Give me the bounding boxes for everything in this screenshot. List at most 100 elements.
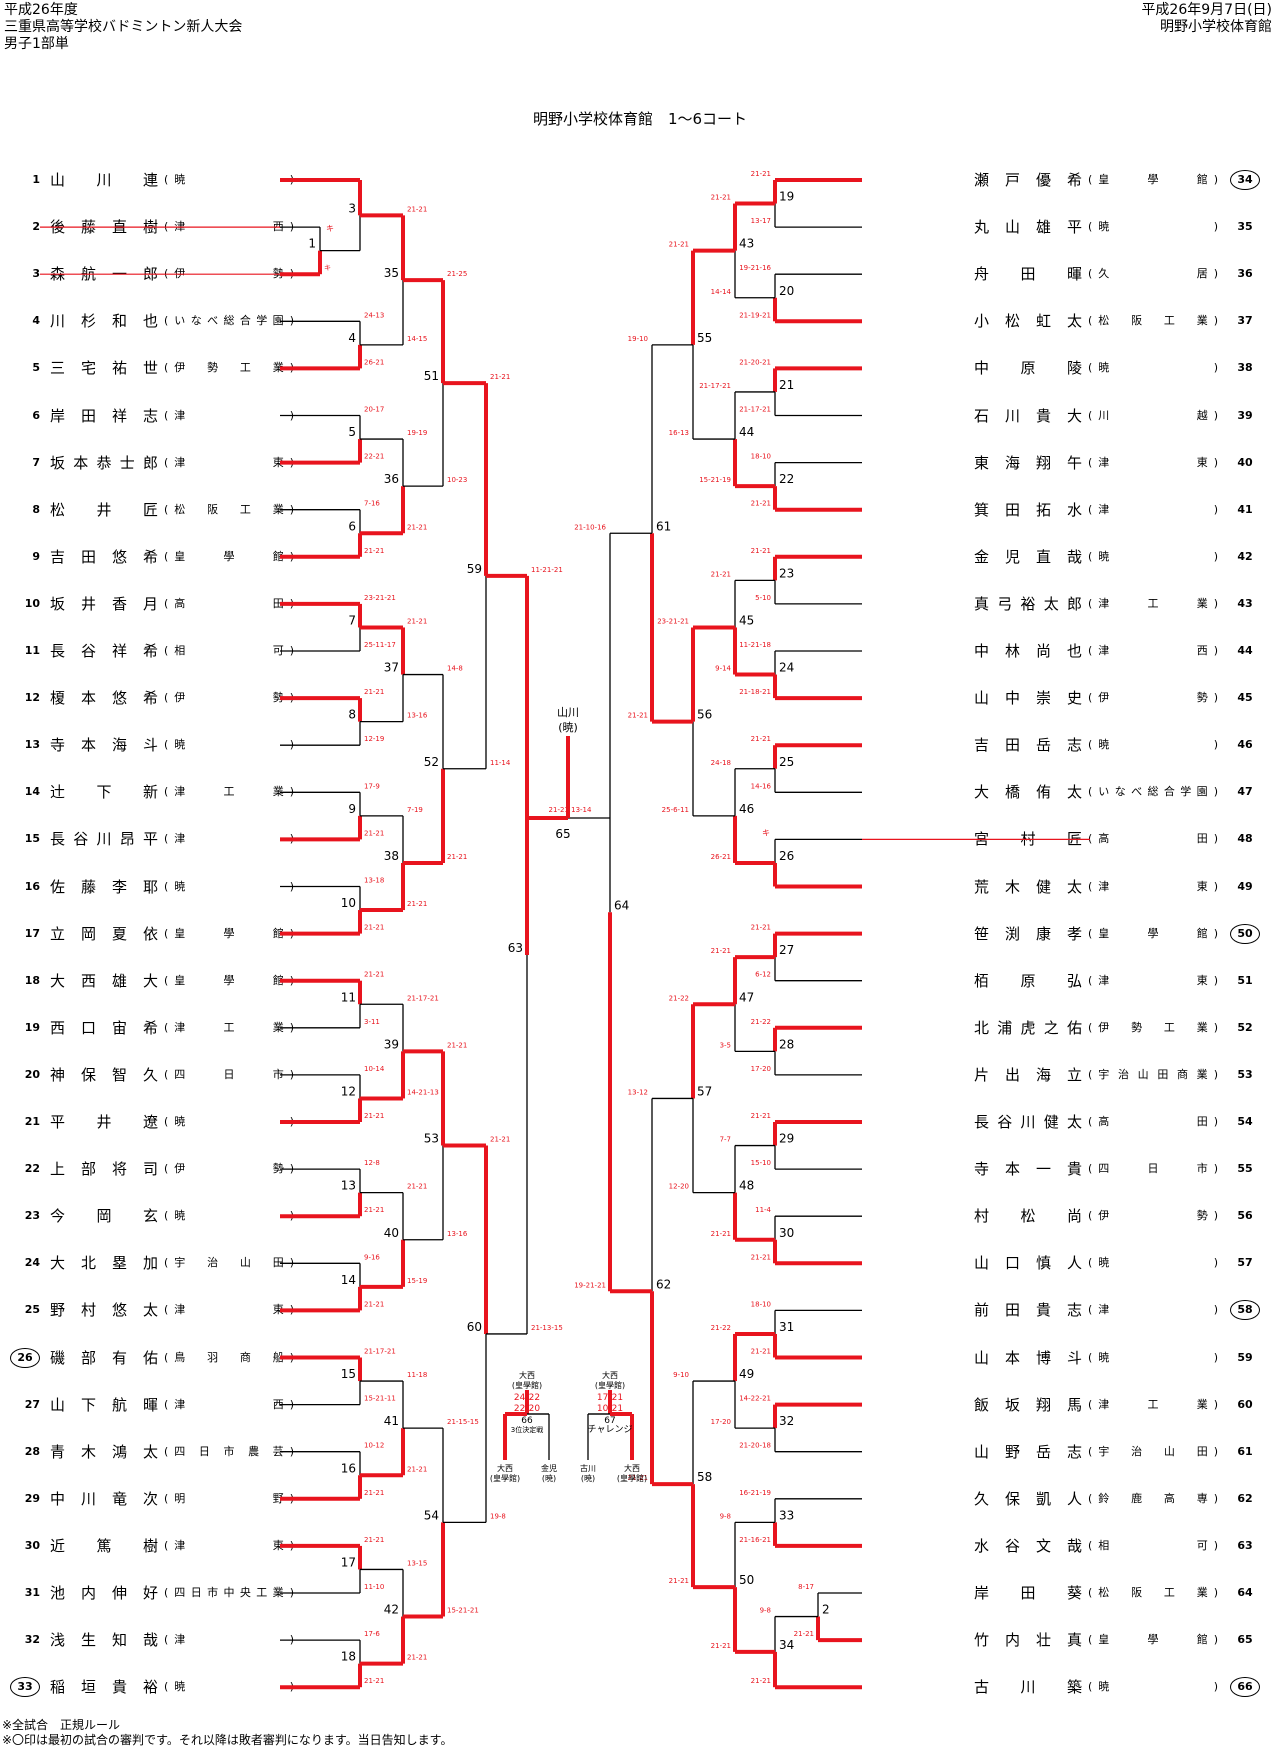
player-number: 11 [24, 644, 40, 657]
match-label: 3 [348, 201, 356, 215]
score-label: キ [326, 224, 334, 233]
player-entry: 35 丸山雄平 (暁) [974, 216, 1274, 238]
score-label: 21-21 [628, 1474, 648, 1482]
match-label: 38 [384, 849, 399, 863]
player-number: 60 [1237, 1397, 1253, 1411]
score-label: 11-21-18 [739, 641, 771, 649]
player-name: 磯部有佑 [50, 1348, 158, 1367]
match-label: 20 [779, 284, 794, 298]
score-label: 5-10 [755, 594, 771, 602]
score-label: 7-7 [720, 1136, 731, 1144]
player-number: 27 [24, 1397, 40, 1411]
player-number: 58 [1230, 1299, 1260, 1321]
player-school: (久居) [1088, 267, 1218, 281]
mini-player-school: (暁) [542, 1474, 556, 1483]
score-label: 19-21-21 [574, 1281, 606, 1289]
score-label: 19-8 [490, 1512, 506, 1520]
player-number: 15 [24, 832, 40, 846]
match-label: 50 [739, 1573, 754, 1587]
match-label: 42 [384, 1603, 399, 1617]
score-label: 21-21 [407, 523, 427, 531]
score-label: 21-21 [364, 1536, 384, 1544]
score-label: 21-22 [669, 994, 689, 1002]
score-label: 21-21 [364, 971, 384, 979]
match-label: 9 [348, 802, 356, 816]
player-school: (津) [1088, 1303, 1218, 1317]
player-name: 近篤樹 [50, 1536, 158, 1555]
player-name: 青木鴻太 [50, 1442, 158, 1461]
player-school: (高田) [1088, 832, 1218, 846]
match-label: 4 [348, 331, 356, 345]
match-label: 31 [779, 1320, 794, 1334]
mini-player-school: (皇學館) [617, 1473, 647, 1483]
score-label: 22-21 [364, 453, 384, 461]
mini-player-school: (暁) [581, 1474, 595, 1483]
player-school: (いなべ総合学園) [1088, 785, 1218, 799]
score-label: 21-17-21 [699, 382, 731, 390]
player-school: (津) [1088, 502, 1218, 516]
player-name: 長谷祥希 [50, 642, 158, 660]
match-label: 58 [697, 1470, 712, 1484]
score-label: 21-21 [407, 617, 427, 625]
match-label: 52 [424, 755, 439, 769]
player-name: 大北塁加 [50, 1254, 158, 1273]
player-entry: 41 箕田拓水 (津) [974, 499, 1274, 521]
player-number: 54 [1237, 1115, 1253, 1128]
player-name: 久保凱人 [974, 1489, 1082, 1508]
match-label: 53 [424, 1132, 439, 1146]
score-label: 8-17 [798, 1583, 814, 1591]
player-number: 37 [1237, 314, 1253, 328]
score-label: 18-10 [751, 1300, 771, 1308]
player-entry: 46 吉田岳志 (暁) [974, 734, 1274, 756]
score-label: 21-21 [364, 1206, 384, 1214]
match-label: 15 [341, 1367, 356, 1381]
player-number: 43 [1237, 596, 1253, 610]
player-number: 33 [4, 1676, 40, 1698]
score-label: 26-21 [711, 853, 731, 861]
player-number: 14 [24, 785, 40, 799]
player-number: 52 [1237, 1020, 1253, 1034]
score-label: 26-21 [364, 358, 384, 366]
player-name: 中川竜次 [50, 1489, 158, 1508]
match-label: 47 [739, 990, 754, 1004]
player-name: 丸山雄平 [974, 218, 1082, 237]
score-label: 16-21-19 [739, 1489, 771, 1497]
match-label: 1 [308, 237, 316, 251]
player-name: 瀬戸優希 [974, 171, 1082, 189]
match-label: 7 [348, 613, 356, 627]
player-name: 石川貴大 [974, 406, 1082, 425]
player-name: 平井遼 [50, 1113, 158, 1131]
player-entry: 50 笹渕康孝 (皇學館) [974, 923, 1274, 945]
player-entry: 56 村松尚 (伊勢) [974, 1205, 1274, 1227]
score-label: 21-21 [364, 829, 384, 837]
match-label: 64 [614, 898, 629, 912]
mini-match-number: 66 [521, 1416, 533, 1426]
player-name: 寺本海斗 [50, 736, 158, 755]
player-number: 56 [1237, 1209, 1253, 1223]
player-school: (津東) [1088, 879, 1218, 893]
player-school: (皇學館) [1088, 1633, 1218, 1647]
player-name: 吉田悠希 [50, 547, 158, 566]
player-number: 22 [24, 1162, 40, 1176]
player-school: (暁) [1088, 549, 1218, 563]
score-label: 21-21 [447, 853, 467, 861]
score-label: 21-22 [751, 1018, 771, 1026]
player-school: (伊勢) [1088, 691, 1218, 705]
score-label: 14-14 [711, 288, 732, 296]
match-label: 27 [779, 943, 794, 957]
score-label: 21-21 [364, 688, 384, 696]
player-name: 片出海立 [974, 1065, 1082, 1084]
player-name: 東海翔午 [974, 453, 1082, 472]
match-label: 14 [341, 1273, 356, 1287]
player-name: 松井匠 [50, 500, 158, 519]
match-label: 16 [341, 1461, 356, 1475]
match-label: 29 [779, 1132, 794, 1146]
player-name: 前田貴志 [974, 1301, 1082, 1320]
match-label: 2 [822, 1603, 830, 1617]
player-name: 坂本恭士郎 [50, 453, 158, 472]
match-label: 49 [739, 1367, 754, 1381]
player-number: 21 [24, 1115, 40, 1128]
player-number: 41 [1237, 502, 1253, 516]
